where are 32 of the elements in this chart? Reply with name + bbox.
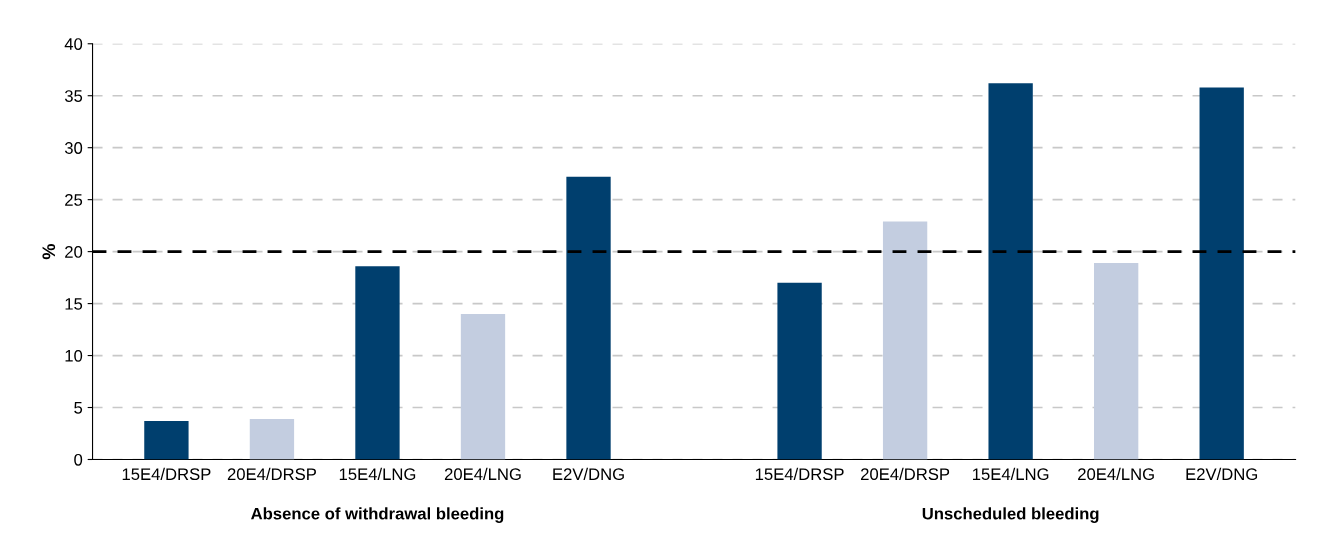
x-tick-label: 15E4/DRSP bbox=[122, 467, 211, 481]
y-tick-label: 30 bbox=[64, 142, 83, 154]
y-tick-label: 20 bbox=[65, 246, 83, 258]
x-tick-label: 15E4/LNG bbox=[972, 467, 1049, 481]
bar bbox=[882, 221, 928, 460]
bar bbox=[355, 266, 400, 460]
x-tick-label: 20E4/DRSP bbox=[227, 467, 316, 481]
bar bbox=[144, 421, 189, 460]
x-tick-label: E2V/DNG bbox=[553, 467, 624, 481]
bar bbox=[777, 282, 822, 460]
y-tick-label: 0 bbox=[74, 453, 83, 466]
y-tick-label: 10 bbox=[65, 349, 83, 362]
x-tick-label: 15E4/DRSP bbox=[755, 467, 844, 481]
text: Unscheduled bleeding bbox=[922, 507, 1099, 523]
y-tick-label: 35 bbox=[64, 90, 83, 102]
bar bbox=[460, 313, 506, 460]
bar bbox=[988, 83, 1033, 460]
x-tick-label: 20E4/LNG bbox=[444, 467, 521, 481]
y-tick-label: 25 bbox=[65, 194, 83, 206]
bar bbox=[566, 176, 611, 460]
x-tick-label: 15E4/LNG bbox=[339, 467, 416, 481]
x-tick-label: 20E4/DRSP bbox=[861, 467, 950, 481]
x-tick-label: 20E4/LNG bbox=[1078, 467, 1154, 481]
y-tick-label: 15 bbox=[65, 298, 83, 310]
text: Absence of withdrawal bleeding bbox=[251, 507, 504, 523]
y-axis-title: % bbox=[42, 244, 56, 260]
bar bbox=[1094, 263, 1139, 460]
y-tick-label: 40 bbox=[64, 38, 83, 50]
y-tick-label: 5 bbox=[74, 402, 83, 414]
bar bbox=[1199, 87, 1244, 460]
x-tick-label: E2V/DNG bbox=[1186, 467, 1258, 481]
bar bbox=[249, 418, 295, 460]
